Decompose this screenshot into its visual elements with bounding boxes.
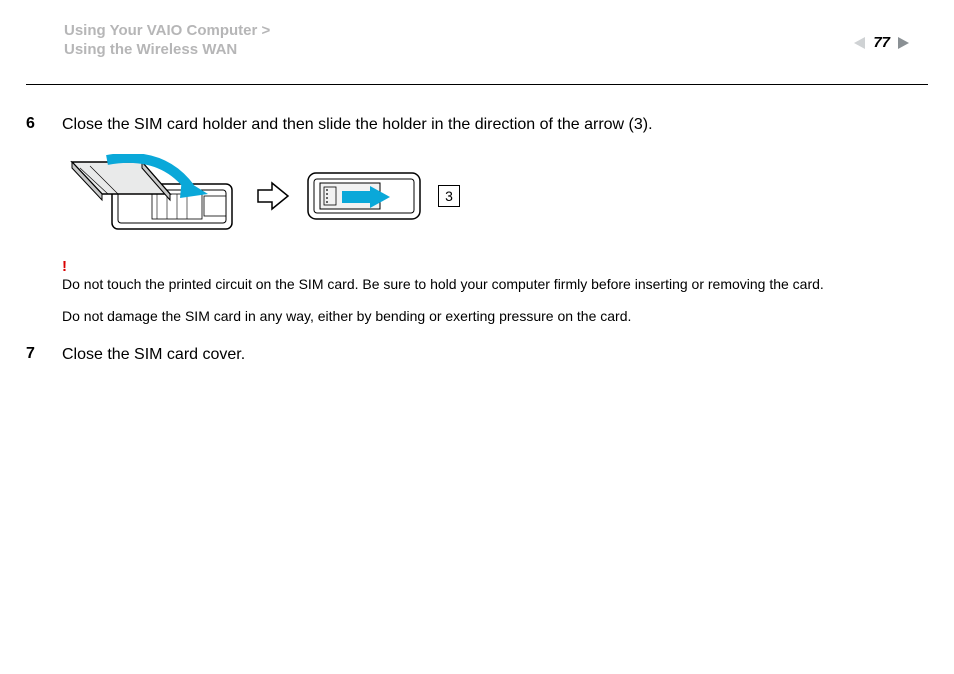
step-text: Close the SIM card holder and then slide… [62,114,928,136]
sim-holder-diagram: 3 [62,154,928,239]
breadcrumb-line-2: Using the Wireless WAN [64,41,914,58]
breadcrumb-line-1: Using Your VAIO Computer > [64,22,914,39]
step-number: 6 [26,114,62,133]
step-text: Close the SIM card cover. [62,344,928,366]
header-rule [26,84,928,85]
warning-block: ! Do not touch the printed circuit on th… [62,259,928,327]
diagram-close-holder [62,154,242,239]
warning-icon: ! [62,259,928,274]
diagram-slide-holder [304,169,424,224]
page-number: 77 [873,34,890,51]
warning-text-1: Do not touch the printed circuit on the … [62,275,928,294]
step-7: 7 Close the SIM card cover. [26,344,928,366]
step-number: 7 [26,344,62,363]
warning-text-2: Do not damage the SIM card in any way, e… [62,307,928,326]
diagram-callout-3: 3 [438,185,460,207]
page-navigation: 77 [853,34,910,51]
sequence-arrow-icon [256,181,290,211]
next-page-icon[interactable] [896,36,910,50]
prev-page-icon[interactable] [853,36,867,50]
step-6: 6 Close the SIM card holder and then sli… [26,114,928,136]
